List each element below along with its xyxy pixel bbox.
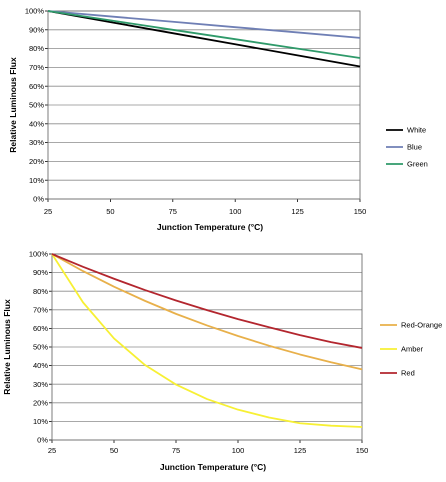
series-line-red xyxy=(51,253,363,349)
x-tick-label: 125 xyxy=(294,446,307,455)
y-tick-label: 40% xyxy=(29,119,44,128)
y-tick-label: 60% xyxy=(29,82,44,91)
y-tick-label: 10% xyxy=(29,176,44,185)
series-line-amber xyxy=(51,253,363,428)
legend: White Blue Green xyxy=(386,126,428,169)
y-tick-label: 30% xyxy=(33,380,48,389)
x-tick-label: 25 xyxy=(44,207,52,216)
x-tick-label: 50 xyxy=(110,446,118,455)
legend-label: Red xyxy=(401,369,415,378)
y-tick-label: 0% xyxy=(37,436,48,445)
y-axis-title: Relative Luminous Flux xyxy=(8,57,18,153)
legend-label: Red-Orange xyxy=(401,321,442,330)
x-tick-label: 25 xyxy=(48,446,56,455)
y-tick-label: 80% xyxy=(33,287,48,296)
y-tick-label: 100% xyxy=(25,7,45,16)
plot-border xyxy=(51,253,363,441)
y-axis-title: Relative Luminous Flux xyxy=(2,299,12,395)
y-tick-label: 50% xyxy=(29,101,44,110)
legend-label: Amber xyxy=(401,345,424,354)
x-tick-label: 150 xyxy=(356,446,369,455)
x-tick-label: 125 xyxy=(291,207,304,216)
legend: Red-Orange Amber Red xyxy=(380,321,442,378)
series-line-red-orange xyxy=(51,253,363,371)
x-tick-label: 75 xyxy=(172,446,180,455)
y-tick-label: 20% xyxy=(29,157,44,166)
y-tick-label: 100% xyxy=(29,250,49,259)
y-tick-label: 50% xyxy=(33,343,48,352)
x-tick-label: 100 xyxy=(229,207,242,216)
legend-label: White xyxy=(407,126,426,135)
x-tick-label: 50 xyxy=(106,207,114,216)
series-line-blue xyxy=(47,10,361,39)
y-tick-label: 90% xyxy=(33,268,48,277)
chart-1: 0% 10% 20% 30% 40% 50% 60% 70% 80% 90% 100% 25 50 75 1… xyxy=(8,7,428,232)
legend-label: Green xyxy=(407,160,428,169)
chart-2: 0% 10% 20% 30% 40% 50% 60% 70% 80% 90% 100% 25 50 75 1… xyxy=(2,250,442,472)
y-tick-label: 70% xyxy=(33,305,48,314)
y-tick-label: 90% xyxy=(29,25,44,34)
x-tick-label: 150 xyxy=(354,207,367,216)
plot-border xyxy=(47,10,361,200)
y-tick-label: 80% xyxy=(29,44,44,53)
y-tick-label: 20% xyxy=(33,398,48,407)
y-tick-label: 0% xyxy=(33,195,44,204)
series-line-white xyxy=(47,10,361,68)
x-tick-label: 100 xyxy=(232,446,245,455)
legend-label: Blue xyxy=(407,143,422,152)
x-tick-label: 75 xyxy=(169,207,177,216)
y-tick-label: 60% xyxy=(33,324,48,333)
y-tick-label: 70% xyxy=(29,63,44,72)
y-tick-label: 40% xyxy=(33,361,48,370)
series-line-green xyxy=(47,10,361,59)
y-tick-label: 30% xyxy=(29,138,44,147)
x-axis-title: Junction Temperature (°C) xyxy=(157,222,263,232)
x-axis-title: Junction Temperature (°C) xyxy=(160,462,266,472)
y-tick-label: 10% xyxy=(33,417,48,426)
